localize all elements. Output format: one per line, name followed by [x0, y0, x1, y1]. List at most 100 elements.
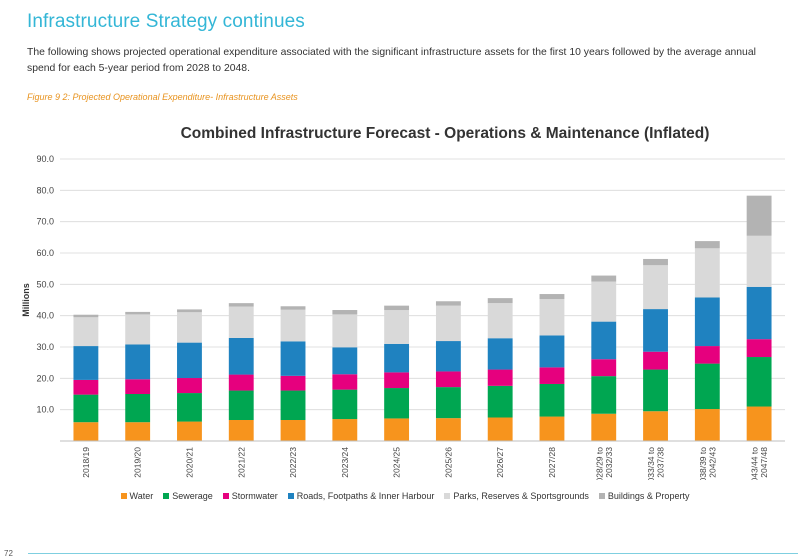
bar-segment [591, 376, 617, 414]
x-tick-label: 2033/34 to2037/38 [646, 447, 666, 480]
bar-segment [591, 275, 617, 282]
bar-segment [384, 305, 410, 311]
legend-label: Roads, Footpaths & Inner Harbour [296, 491, 435, 501]
bar-segment [73, 422, 99, 441]
legend-item: Stormwater [222, 491, 278, 501]
bar-segment [746, 235, 772, 287]
x-tick-label-line: 2020/21 [184, 447, 194, 478]
x-tick-label: 2023/24 [340, 447, 350, 478]
bar-segment [487, 338, 513, 370]
bar-segment [435, 301, 461, 306]
legend-label: Buildings & Property [607, 491, 690, 501]
bar-segment [384, 372, 410, 389]
page-number: 72 [4, 549, 13, 558]
x-tick-label-line: 2027/28 [547, 447, 557, 478]
bar-segment [435, 387, 461, 419]
bar-segment [384, 343, 410, 373]
bar-segment [73, 346, 99, 380]
y-tick-label: 20.0 [36, 373, 54, 383]
legend-label: Sewerage [172, 491, 213, 501]
x-tick-label-line: 2018/19 [81, 447, 91, 478]
x-tick-label-line: 2024/25 [392, 447, 402, 478]
bar-segment [591, 413, 617, 441]
bar-segment [591, 281, 617, 322]
legend-label: Stormwater [231, 491, 278, 501]
bar-segment [591, 359, 617, 377]
x-tick-label: 2043/44 to2047/48 [750, 447, 770, 480]
bar-segment [539, 294, 565, 300]
x-tick-label-line: 2037/38 [656, 447, 666, 478]
x-tick-label: 2038/39 to2042/43 [698, 447, 718, 480]
x-tick-label-line: 2047/48 [759, 447, 769, 478]
bar-segment [694, 241, 720, 249]
legend-swatch [163, 493, 170, 499]
legend-swatch [598, 493, 605, 499]
bar-segment [73, 379, 99, 395]
bar-segment [539, 367, 565, 384]
bar-segment [643, 265, 668, 310]
bar-segment [228, 374, 254, 391]
bar-segment [228, 390, 254, 421]
bar-segment [125, 344, 151, 380]
y-tick-label: 90.0 [36, 154, 54, 164]
x-tick-label-line: 2042/43 [707, 447, 717, 478]
bar-segment [643, 258, 668, 266]
chart-legend: Water Sewerage Stormwater Roads, Footpaths … [0, 491, 810, 501]
bar-segment [435, 341, 461, 372]
x-tick-label-line: 2043/44 to [750, 447, 760, 480]
legend-swatch [444, 493, 451, 499]
bar-segment [125, 422, 151, 441]
bar-segment [280, 420, 306, 441]
x-tick-label: 2027/28 [547, 447, 557, 478]
x-tick-label: 2026/27 [495, 447, 505, 478]
bar-segment [332, 389, 358, 420]
bar-segment [746, 339, 772, 358]
bar-segment [694, 248, 720, 298]
bar-segment [177, 342, 202, 379]
bar-segment [487, 298, 513, 304]
bar-segment [332, 314, 358, 348]
bar-segment [280, 306, 306, 310]
bar-segment [384, 310, 410, 344]
bar-segment [332, 310, 358, 315]
footer-divider [28, 553, 798, 554]
bar-segment [280, 341, 306, 376]
y-tick-label: 10.0 [36, 405, 54, 415]
legend-item: Sewerage [163, 491, 213, 501]
x-tick-label: 2025/26 [443, 447, 453, 478]
bar-segment [177, 421, 202, 441]
x-tick-label-line: 2038/39 to [698, 447, 708, 480]
x-tick-label: 2021/22 [236, 447, 246, 478]
bar-segment [125, 394, 151, 423]
opex-stacked-bar-chart: Combined Infrastructure Forecast - Opera… [21, 125, 785, 480]
bar-segment [746, 195, 772, 236]
bar-segment [487, 417, 513, 441]
legend-item: Parks, Reserves & Sportsgrounds [444, 491, 589, 501]
bar-segment [125, 314, 151, 345]
bar-segment [694, 297, 720, 347]
bar-segment [384, 418, 410, 441]
x-tick-label-line: 2026/27 [495, 447, 505, 478]
bar-segment [746, 286, 772, 340]
bar-segment [487, 303, 513, 339]
bar-segment [280, 375, 306, 391]
bar-segment [73, 314, 99, 318]
bar-segment [73, 394, 99, 423]
bar-segment [539, 383, 565, 417]
bar-segment [125, 379, 151, 394]
bar-segment [746, 406, 772, 441]
bar-segment [384, 388, 410, 419]
bar-segment [228, 303, 254, 307]
legend-item: Water [120, 491, 153, 501]
bar-segment [280, 390, 306, 421]
bar-segment [694, 346, 720, 364]
bar-segment [487, 369, 513, 386]
bar-segment [643, 309, 668, 352]
bar-segment [435, 418, 461, 441]
x-tick-label-line: 2019/20 [133, 447, 143, 478]
bar-segment [643, 411, 668, 441]
y-tick-label: 50.0 [36, 279, 54, 289]
bar-segment [539, 416, 565, 441]
legend-item: Buildings & Property [598, 491, 690, 501]
figure-caption: Figure 9 2: Projected Operational Expend… [27, 92, 298, 102]
